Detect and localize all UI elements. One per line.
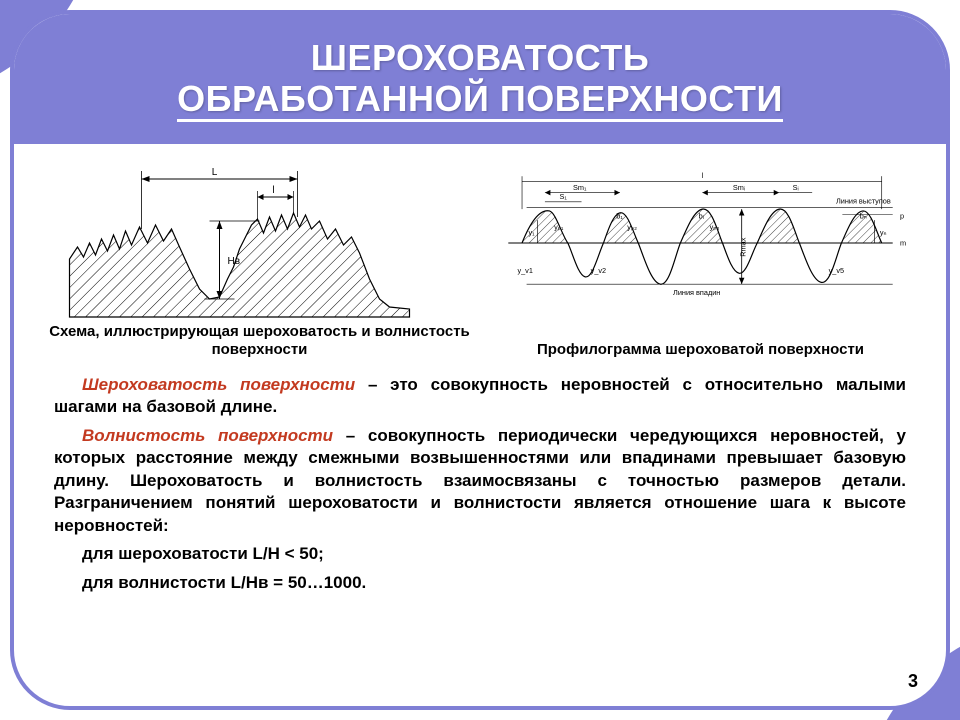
paragraph-3: для шероховатости L/H < 50; — [54, 543, 906, 565]
label-bi: bᵢ — [699, 211, 704, 220]
label-m: m — [900, 239, 906, 248]
label-y1: y₁ — [528, 228, 535, 237]
page-number: 3 — [908, 671, 918, 692]
term-waviness: Волнистость поверхности — [82, 426, 333, 445]
label-yp1: yₚ₁ — [554, 222, 564, 231]
label-yv1: y_v1 — [517, 266, 532, 275]
title-line-2: ОБРАБОТАННОЙ ПОВЕРХНОСТИ — [177, 78, 783, 122]
label-Smi: Smᵢ — [733, 183, 745, 192]
label-p: p — [900, 211, 904, 220]
label-yp2: yₚ₂ — [627, 222, 637, 231]
diagram-left: L l Hв Схема, иллюстрирующая ше — [49, 149, 470, 359]
diagram-right: m Линия выступов Линия впадин p l — [490, 149, 911, 359]
roughness-waviness-svg: L l Hв — [49, 149, 470, 319]
body-text: Шероховатость поверхности – это совокупн… — [54, 374, 906, 600]
slide-title: ШЕРОХОВАТОСТЬ ОБРАБОТАННОЙ ПОВЕРХНОСТИ — [177, 37, 783, 122]
caption-right: Профилограмма шероховатой поверхности — [537, 341, 864, 359]
label-line-peaks: Линия выступов — [836, 197, 891, 206]
label-yp3: yₚ₃ — [710, 222, 720, 231]
title-line-1: ШЕРОХОВАТОСТЬ — [311, 37, 649, 78]
label-L: L — [212, 167, 218, 178]
paragraph-1: Шероховатость поверхности – это совокупн… — [54, 374, 906, 419]
content-frame: ШЕРОХОВАТОСТЬ ОБРАБОТАННОЙ ПОВЕРХНОСТИ — [10, 10, 950, 710]
label-S1: S₁ — [560, 192, 568, 201]
label-Si: Sᵢ — [793, 183, 799, 192]
paragraph-2: Волнистость поверхности – совокупность п… — [54, 425, 906, 537]
label-yn: yₙ — [880, 228, 887, 237]
label-Hv: Hв — [228, 256, 241, 267]
title-bar: ШЕРОХОВАТОСТЬ ОБРАБОТАННОЙ ПОВЕРХНОСТИ — [14, 14, 946, 144]
label-tick-l: l — [702, 171, 704, 180]
label-Sm1: Sm₁ — [573, 183, 587, 192]
slide: ШЕРОХОВАТОСТЬ ОБРАБОТАННОЙ ПОВЕРХНОСТИ — [0, 0, 960, 720]
caption-left: Схема, иллюстрирующая шероховатость и во… — [49, 323, 470, 359]
label-yv5: y_v5 — [829, 266, 844, 275]
label-l: l — [272, 185, 274, 196]
label-Rmax: Rmax — [738, 237, 747, 256]
label-b1: b₁ — [616, 211, 623, 220]
label-line-valleys: Линия впадин — [673, 288, 720, 297]
paragraph-4: для волнистости L/Hв = 50…1000. — [54, 572, 906, 594]
term-roughness: Шероховатость поверхности — [82, 375, 355, 394]
label-yv2: y_v2 — [591, 266, 606, 275]
diagrams-row: L l Hв Схема, иллюстрирующая ше — [49, 149, 911, 359]
profilogram-svg: m Линия выступов Линия впадин p l — [490, 149, 911, 337]
label-bn: bₙ — [860, 211, 867, 220]
